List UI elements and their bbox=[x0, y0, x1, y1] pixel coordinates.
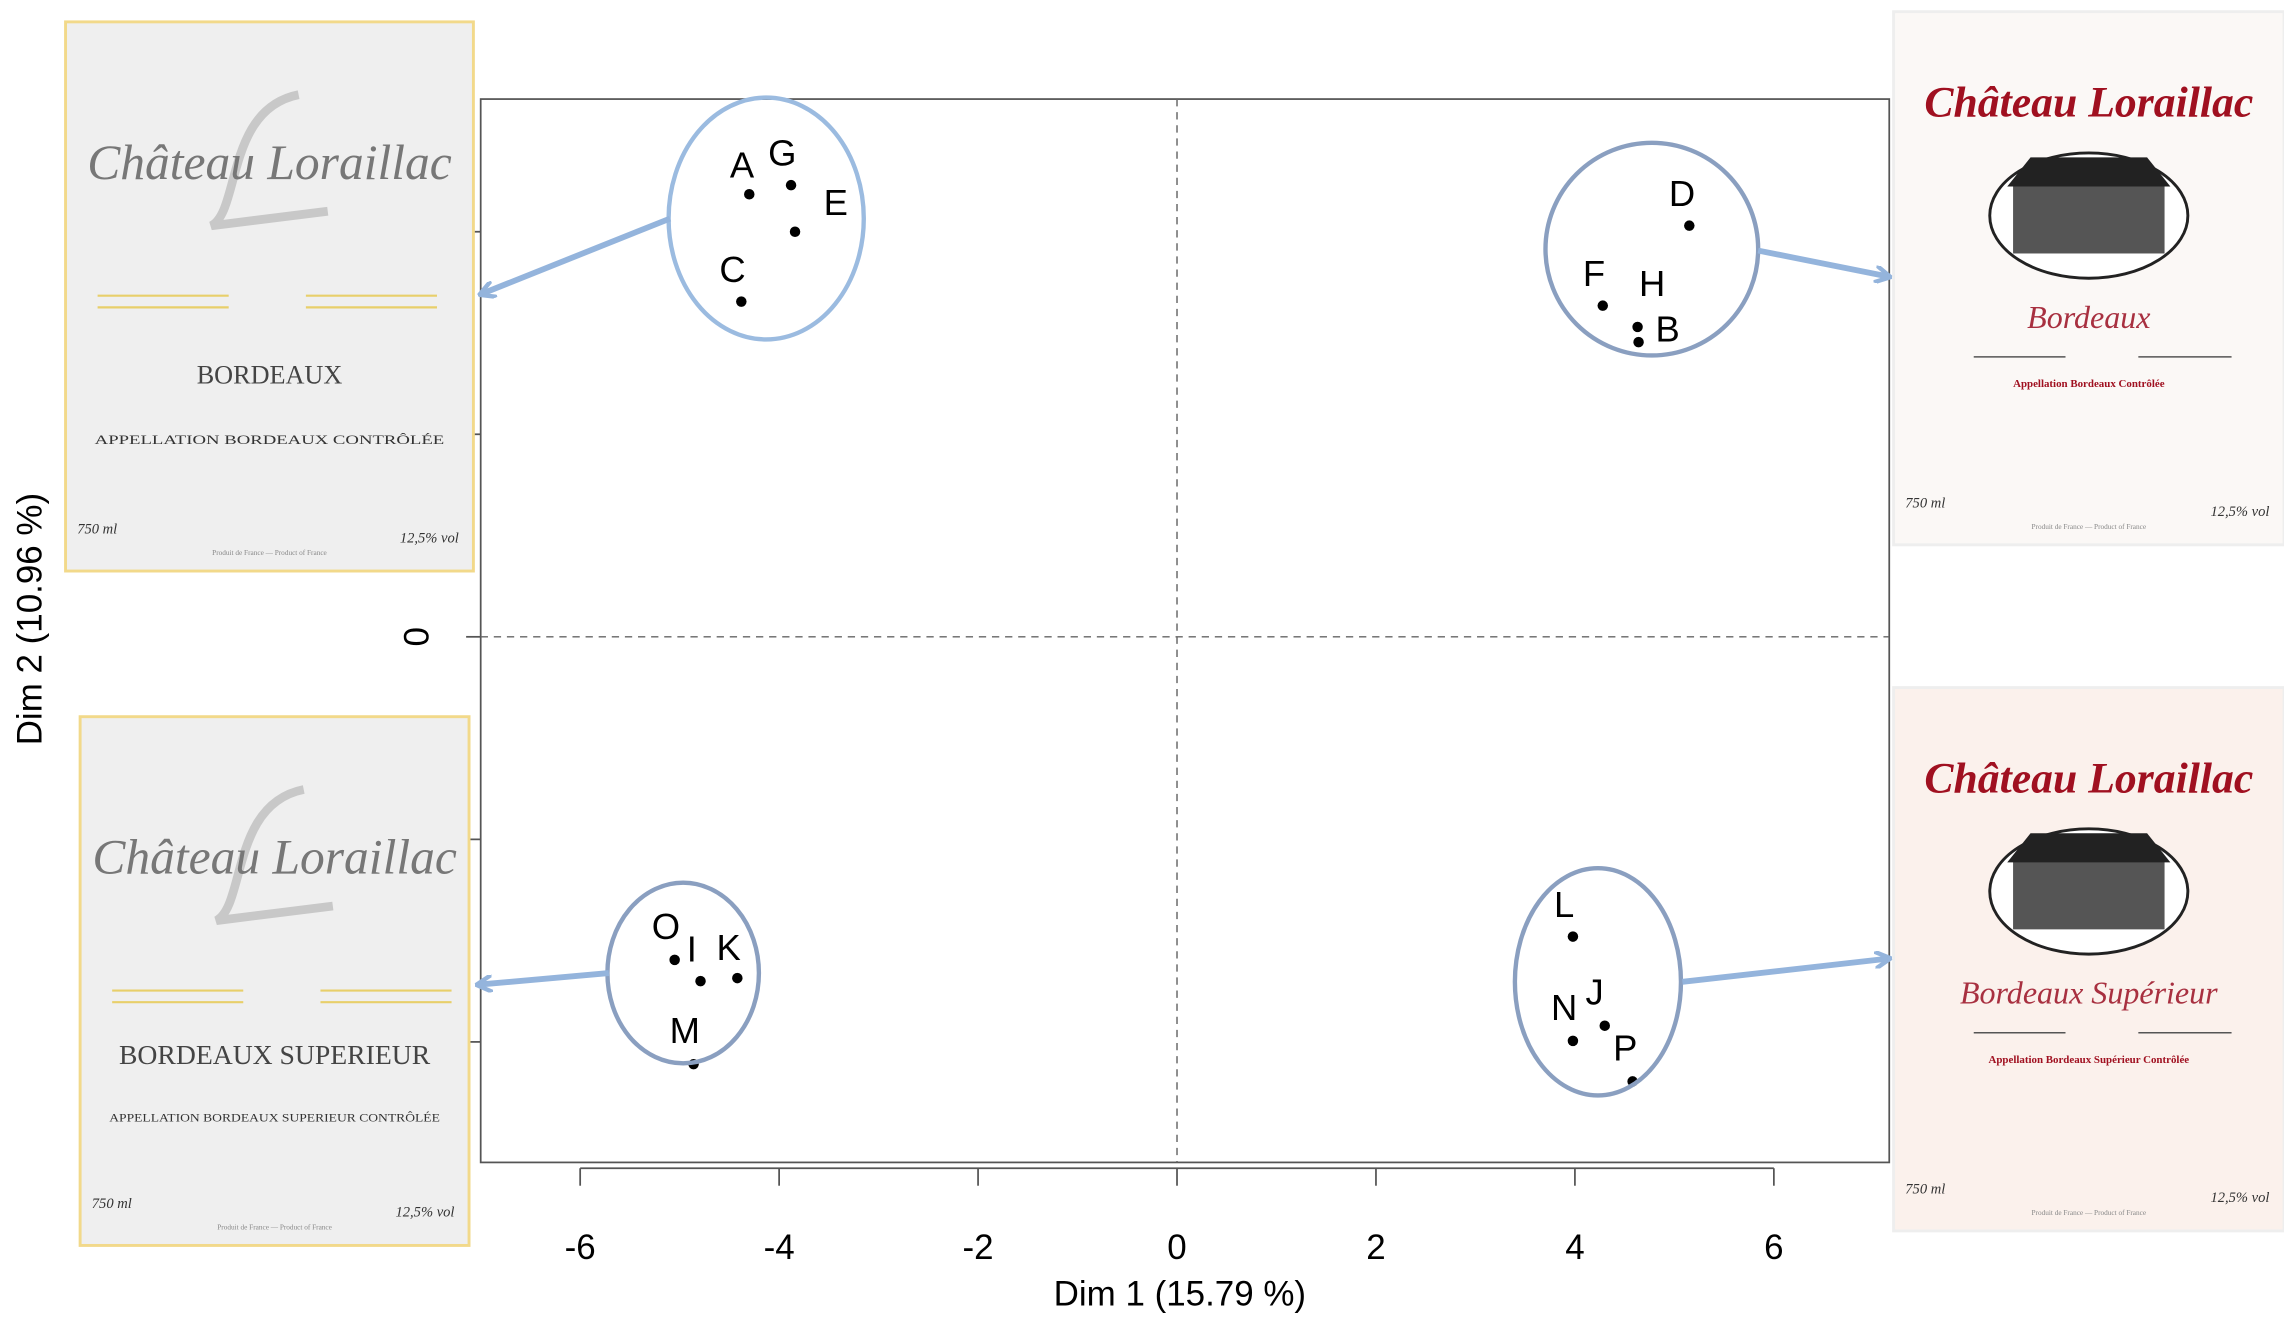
point bbox=[1633, 337, 1643, 347]
arrow bbox=[1758, 251, 1889, 277]
y-axis-title: Dim 2 (10.96 %) bbox=[10, 493, 49, 745]
point bbox=[1684, 220, 1694, 230]
label-background bbox=[80, 717, 469, 1246]
point bbox=[1632, 322, 1642, 332]
wine-name: BORDEAUX SUPERIEUR bbox=[119, 1039, 431, 1070]
brand: Château Loraillac bbox=[87, 135, 452, 190]
origin: Produit de France — Product of France bbox=[212, 549, 327, 557]
point-label: E bbox=[824, 182, 848, 223]
appellation: APPELLATION BORDEAUX CONTRÔLÉE bbox=[95, 433, 445, 447]
point bbox=[790, 226, 800, 236]
cluster-ellipse bbox=[1545, 143, 1758, 356]
wine-label: Château Loraillac BORDEAUX APPELLATION BOR… bbox=[66, 22, 474, 571]
x-axis-title: Dim 1 (15.79 %) bbox=[1054, 1275, 1306, 1314]
point-label: K bbox=[716, 927, 740, 968]
appellation: Appellation Bordeaux Contrôlée bbox=[2013, 378, 2165, 390]
point-label: I bbox=[687, 929, 697, 970]
point bbox=[736, 296, 746, 306]
point-label: N bbox=[1551, 987, 1577, 1028]
wine-name: Bordeaux bbox=[2027, 299, 2150, 335]
origin: Produit de France — Product of France bbox=[2032, 523, 2147, 531]
appellation: Appellation Bordeaux Supérieur Contrôlée bbox=[1988, 1054, 2189, 1066]
x-tick-label: 2 bbox=[1366, 1228, 1385, 1267]
point-label: D bbox=[1669, 173, 1695, 214]
point bbox=[695, 976, 705, 986]
wine-label: Château Loraillac BORDEAUX SUPERIEUR APPEL… bbox=[80, 717, 469, 1246]
point-label: H bbox=[1639, 263, 1665, 304]
origin: Produit de France — Product of France bbox=[217, 1224, 332, 1232]
point-label: M bbox=[670, 1010, 700, 1051]
x-tick-label: 4 bbox=[1565, 1228, 1584, 1267]
arrow bbox=[1682, 958, 1889, 981]
volume: 750 ml bbox=[1905, 495, 1945, 511]
alcohol: 12,5% vol bbox=[2210, 504, 2269, 520]
origin: Produit de France — Product of France bbox=[2032, 1209, 2147, 1217]
volume: 750 ml bbox=[1905, 1181, 1945, 1197]
clusters bbox=[607, 98, 1758, 1096]
point-label: J bbox=[1585, 972, 1603, 1013]
point-label: C bbox=[719, 249, 745, 290]
x-tick-label: -4 bbox=[764, 1228, 795, 1267]
point-label: F bbox=[1583, 253, 1605, 294]
alcohol: 12,5% vol bbox=[400, 530, 459, 546]
chateau-roof bbox=[2007, 833, 2170, 862]
wine-name: Bordeaux Supérieur bbox=[1960, 975, 2218, 1011]
x-tick-label: 6 bbox=[1764, 1228, 1783, 1267]
wine-label: Château Loraillac Bordeaux Supérieur Appel… bbox=[1894, 688, 2284, 1231]
point-label: L bbox=[1554, 884, 1574, 925]
point-label: A bbox=[730, 145, 755, 186]
point bbox=[669, 955, 679, 965]
point bbox=[1600, 1020, 1610, 1030]
brand: Château Loraillac bbox=[1924, 754, 2253, 802]
alcohol: 12,5% vol bbox=[395, 1205, 454, 1221]
volume: 750 ml bbox=[92, 1196, 132, 1212]
appellation: APPELLATION BORDEAUX SUPERIEUR CONTRÔLÉE bbox=[109, 1110, 440, 1124]
chateau-roof bbox=[2007, 157, 2170, 186]
alcohol: 12,5% vol bbox=[2210, 1190, 2269, 1206]
point bbox=[1598, 300, 1608, 310]
point-label: B bbox=[1656, 309, 1680, 350]
point bbox=[1568, 931, 1578, 941]
points: A B C D E F G H I J K L M N O P bbox=[652, 133, 1695, 1087]
point-label: G bbox=[768, 133, 796, 174]
brand: Château Loraillac bbox=[92, 830, 457, 885]
brand: Château Loraillac bbox=[1924, 78, 2253, 126]
x-tick-label: -2 bbox=[963, 1228, 994, 1267]
point bbox=[732, 973, 742, 983]
wine-name: BORDEAUX bbox=[197, 360, 343, 389]
arrow bbox=[478, 973, 609, 985]
point bbox=[744, 189, 754, 199]
point bbox=[1568, 1036, 1578, 1046]
point-label: O bbox=[652, 906, 680, 947]
chateau-body bbox=[2013, 859, 2164, 929]
chateau-body bbox=[2013, 184, 2164, 254]
chart: -6-4-20246-4-2024 ABCDEFGHIJKLMNOP Châte… bbox=[0, 0, 2284, 1325]
x-tick-label: -6 bbox=[565, 1228, 596, 1267]
page: {"chart_data":{"type":"scatter","x_label… bbox=[0, 0, 2284, 1325]
arrow bbox=[481, 219, 670, 295]
x-tick-label: 0 bbox=[1167, 1228, 1186, 1267]
volume: 750 ml bbox=[77, 522, 117, 538]
wine-label: Château Loraillac Bordeaux Appellation Bor… bbox=[1894, 12, 2284, 545]
y-tick-label: 0 bbox=[398, 627, 437, 646]
point-label: P bbox=[1613, 1027, 1637, 1068]
point bbox=[786, 180, 796, 190]
